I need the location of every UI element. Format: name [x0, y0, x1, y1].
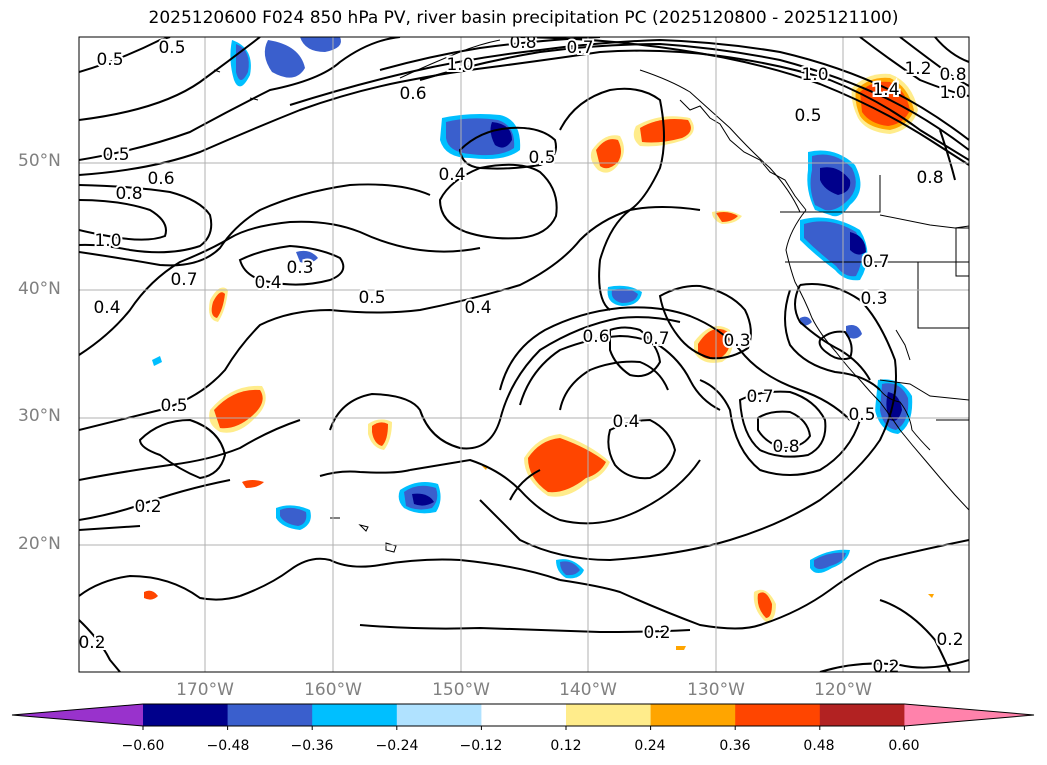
colorbar-tick-label: 0.48	[803, 738, 835, 754]
contour-label: 0.5	[160, 396, 187, 416]
lat-label: 30°N	[18, 406, 61, 426]
contour-label: 0.2	[872, 657, 899, 677]
colorbar-tick-label: −0.24	[375, 738, 419, 754]
contour-label: 0.2	[78, 633, 105, 653]
contour-label: 0.4	[612, 412, 639, 432]
colorbar-tick-label: −0.36	[290, 738, 334, 754]
contour-label: 1.0	[939, 83, 966, 103]
contour-label: 0.6	[582, 327, 609, 347]
negative-pc-shading	[152, 37, 913, 579]
colorbar-bin	[735, 704, 821, 726]
contour-label: 0.7	[862, 252, 889, 272]
colorbar-tick-label: 0.24	[634, 738, 666, 754]
lon-label: 160°W	[304, 680, 362, 700]
colorbar-bin	[312, 704, 398, 726]
contour-label: 0.2	[134, 497, 161, 517]
colorbar-bin	[819, 704, 905, 726]
contour-label: 1.0	[446, 55, 473, 75]
graticule	[79, 37, 969, 672]
lon-label: 140°W	[559, 680, 617, 700]
coastlines	[213, 39, 969, 553]
contour-label: 0.8	[916, 168, 943, 188]
map-title: 2025120600 F024 850 hPa PV, river basin …	[148, 8, 899, 28]
colorbar-extend-low	[12, 704, 143, 726]
lat-label: 50°N	[18, 151, 61, 171]
contour-label: 0.8	[115, 184, 142, 204]
contour-label: 0.7	[170, 270, 197, 290]
colorbar	[11, 703, 1035, 730]
colorbar-bin	[143, 704, 229, 726]
colorbar-tick-label: −0.60	[121, 738, 165, 754]
colorbar-extend-high	[904, 704, 1034, 726]
contour-label: 1.0	[801, 65, 828, 85]
contour-label: 1.2	[904, 59, 931, 79]
lon-label: 170°W	[176, 680, 234, 700]
contour-label: 0.3	[860, 289, 887, 309]
contour-label: 0.4	[438, 165, 465, 185]
contour-label: 1.4	[872, 80, 899, 100]
lat-label: 20°N	[18, 534, 61, 554]
contour-label: 0.5	[102, 145, 129, 165]
contour-label: 0.8	[509, 33, 536, 53]
colorbar-tick-label: 0.60	[888, 738, 920, 754]
contour-label: 0.4	[254, 273, 281, 293]
lon-label: 130°W	[687, 680, 745, 700]
contour-label: 0.5	[848, 405, 875, 425]
contour-label: 0.5	[158, 38, 185, 58]
contour-label: 0.4	[93, 298, 120, 318]
colorbar-tick-label: 0.12	[550, 738, 582, 754]
colorbar-bin	[227, 704, 313, 726]
contour-label: 0.2	[936, 630, 963, 650]
pv-contours	[79, 37, 969, 672]
contour-label: 1.0	[94, 231, 121, 251]
contour-label: 0.8	[939, 65, 966, 85]
contour-label: 0.8	[772, 437, 799, 457]
lon-label: 120°W	[814, 680, 872, 700]
colorbar-bin	[481, 704, 567, 726]
lat-label: 40°N	[18, 279, 61, 299]
plot-area: 0.5 0.5 0.8 0.7 1.0 0.6 1.0 0.5 1.2 0.8 …	[78, 33, 969, 677]
contour-label: 0.7	[642, 329, 669, 349]
contour-label: 0.6	[147, 169, 174, 189]
contour-label: 0.5	[358, 288, 385, 308]
contour-label: 0.7	[746, 387, 773, 407]
contour-label: 0.3	[723, 331, 750, 351]
contour-label: 0.7	[566, 38, 593, 58]
colorbar-bin	[566, 704, 652, 726]
colorbar-bin	[396, 704, 482, 726]
contour-label: 0.5	[528, 148, 555, 168]
map-frame	[78, 36, 970, 673]
colorbar-bin	[650, 704, 736, 726]
colorbar-tick-label: 0.36	[719, 738, 751, 754]
contour-label: 0.6	[399, 84, 426, 104]
lon-label: 150°W	[432, 680, 490, 700]
colorbar-tick-label: −0.48	[206, 738, 250, 754]
contour-label: 0.2	[643, 623, 670, 643]
contour-labels: 0.5 0.5 0.8 0.7 1.0 0.6 1.0 0.5 1.2 0.8 …	[78, 33, 969, 677]
contour-label: 0.4	[464, 298, 491, 318]
colorbar-tick-label: −0.12	[459, 738, 503, 754]
contour-label: 0.5	[96, 50, 123, 70]
contour-label: 0.5	[794, 106, 821, 126]
contour-label: 0.3	[286, 258, 313, 278]
